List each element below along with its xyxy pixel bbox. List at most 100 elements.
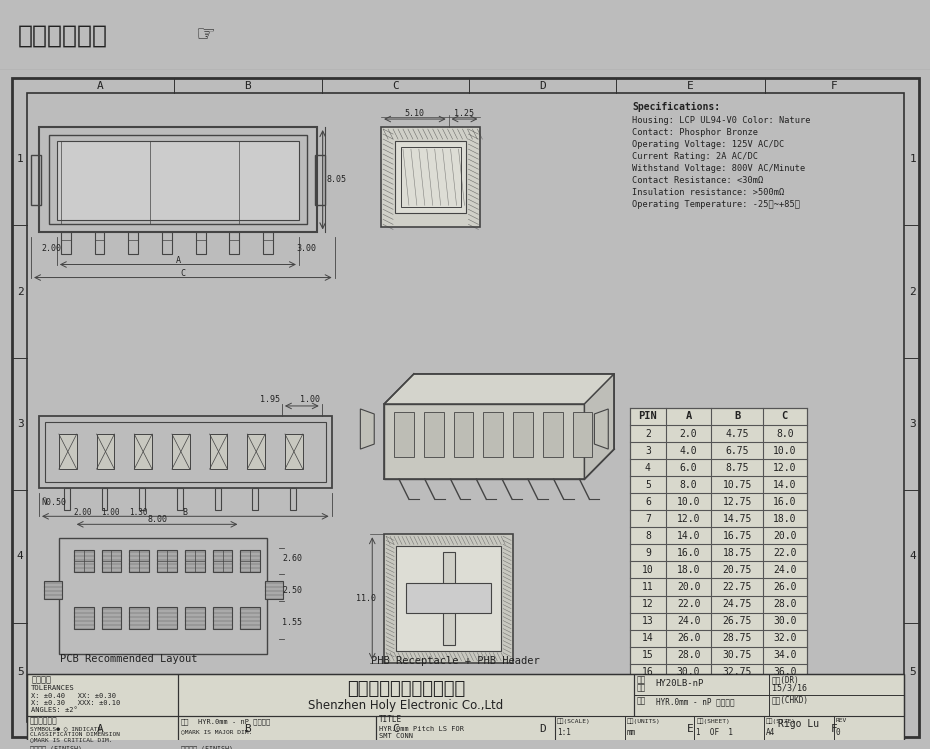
Text: 30.0: 30.0: [677, 667, 700, 677]
Text: 2.00: 2.00: [41, 244, 61, 253]
Text: 28.0: 28.0: [773, 599, 796, 609]
Text: Insulation resistance: >500mΩ: Insulation resistance: >500mΩ: [632, 188, 784, 197]
Text: A4: A4: [766, 729, 776, 738]
Text: 16: 16: [642, 667, 654, 677]
Bar: [406, 583, 491, 613]
Bar: [285, 434, 303, 469]
Bar: [484, 412, 503, 457]
Text: 2: 2: [645, 428, 651, 438]
Text: 2.60: 2.60: [282, 554, 302, 563]
Bar: [101, 607, 121, 628]
Text: PIN: PIN: [639, 411, 658, 422]
Text: 22.75: 22.75: [723, 582, 751, 592]
Text: Contact Resistance: <30mΩ: Contact Resistance: <30mΩ: [632, 176, 764, 185]
Text: SMT CONN: SMT CONN: [379, 733, 413, 739]
Text: 6.75: 6.75: [725, 446, 749, 455]
Text: A: A: [685, 411, 692, 422]
Text: 16.0: 16.0: [677, 548, 700, 558]
Text: 3: 3: [910, 419, 916, 429]
Bar: [101, 551, 121, 572]
Text: 4.0: 4.0: [680, 446, 698, 455]
Text: 一般公差: 一般公差: [31, 676, 51, 685]
Text: 2.50: 2.50: [282, 586, 302, 595]
Bar: [129, 551, 149, 572]
Text: Withstand Voltage: 800V AC/Minute: Withstand Voltage: 800V AC/Minute: [632, 164, 805, 173]
Bar: [49, 135, 307, 225]
Bar: [240, 607, 260, 628]
Text: ☞: ☞: [195, 25, 215, 45]
Text: 3: 3: [645, 446, 651, 455]
Text: X: ±0.40   XX: ±0.30: X: ±0.40 XX: ±0.30: [31, 693, 116, 699]
Text: SYMBOLS● ○ INDICATE: SYMBOLS● ○ INDICATE: [30, 727, 101, 732]
Text: 30.0: 30.0: [773, 616, 796, 626]
Text: 1.00: 1.00: [101, 508, 120, 517]
Bar: [134, 434, 153, 469]
Text: 11.0: 11.0: [356, 594, 377, 603]
Bar: [59, 434, 77, 469]
Text: HYR.0mm Pitch LS FOR: HYR.0mm Pitch LS FOR: [379, 726, 464, 732]
Text: Operating Voltage: 125V AC/DC: Operating Voltage: 125V AC/DC: [632, 139, 784, 148]
Bar: [97, 434, 114, 469]
Text: C: C: [392, 81, 399, 91]
Bar: [634, 674, 904, 716]
Text: 34.0: 34.0: [773, 650, 796, 660]
Text: 11: 11: [642, 582, 654, 592]
Text: PHB Receptacle + PHB Header: PHB Receptacle + PHB Header: [371, 656, 540, 666]
Text: 1.00: 1.00: [299, 395, 320, 404]
Text: 2.00: 2.00: [73, 508, 92, 517]
Polygon shape: [384, 404, 584, 479]
Bar: [59, 539, 267, 654]
Bar: [314, 155, 325, 205]
Bar: [39, 127, 317, 232]
Bar: [27, 674, 178, 716]
Text: 16.75: 16.75: [723, 531, 751, 541]
Bar: [177, 488, 183, 510]
Text: 表面处理 (FINISH): 表面处理 (FINISH): [30, 746, 82, 749]
Text: F: F: [831, 81, 838, 91]
Text: 14: 14: [642, 633, 654, 643]
Bar: [395, 141, 467, 213]
Bar: [178, 716, 377, 742]
Text: 图号: 图号: [637, 683, 646, 692]
Bar: [573, 412, 592, 457]
Text: 14.0: 14.0: [677, 531, 700, 541]
Bar: [443, 553, 455, 645]
Bar: [401, 147, 460, 207]
Bar: [172, 434, 190, 469]
Text: E: E: [687, 724, 694, 734]
Text: 18.0: 18.0: [677, 565, 700, 575]
Text: 9: 9: [645, 548, 651, 558]
Text: 12: 12: [642, 599, 654, 609]
Bar: [101, 488, 108, 510]
Bar: [73, 551, 94, 572]
Text: 2.0: 2.0: [680, 428, 698, 438]
Bar: [631, 408, 806, 681]
Text: 1  OF  1: 1 OF 1: [697, 729, 734, 738]
Text: 30.75: 30.75: [723, 650, 751, 660]
Text: 深圳市宏利电子有限公司: 深圳市宏利电子有限公司: [347, 680, 465, 698]
Text: 24.0: 24.0: [773, 565, 796, 575]
Text: 1: 1: [17, 154, 23, 164]
Text: A: A: [97, 724, 104, 734]
Bar: [140, 488, 145, 510]
Text: 4: 4: [910, 551, 916, 562]
Text: 15/3/16: 15/3/16: [772, 683, 807, 692]
Bar: [57, 141, 299, 220]
Bar: [27, 716, 178, 742]
Text: 10.75: 10.75: [723, 479, 751, 490]
Bar: [396, 547, 501, 651]
Text: 1.25: 1.25: [455, 109, 474, 118]
Text: ○MARK IS MAJOR DIM.: ○MARK IS MAJOR DIM.: [180, 730, 252, 735]
Text: C: C: [392, 724, 399, 734]
Text: PCB Recommended Layout: PCB Recommended Layout: [60, 654, 197, 664]
Bar: [157, 551, 177, 572]
Text: 32.0: 32.0: [773, 633, 796, 643]
Text: C: C: [180, 269, 185, 278]
Text: Rigo Lu: Rigo Lu: [778, 719, 819, 729]
Bar: [39, 416, 332, 488]
Text: HYR.0mm - nP 双排带手: HYR.0mm - nP 双排带手: [198, 718, 270, 725]
Bar: [44, 580, 62, 598]
Text: 8: 8: [645, 531, 651, 541]
Text: 24.0: 24.0: [677, 616, 700, 626]
Bar: [95, 232, 104, 255]
